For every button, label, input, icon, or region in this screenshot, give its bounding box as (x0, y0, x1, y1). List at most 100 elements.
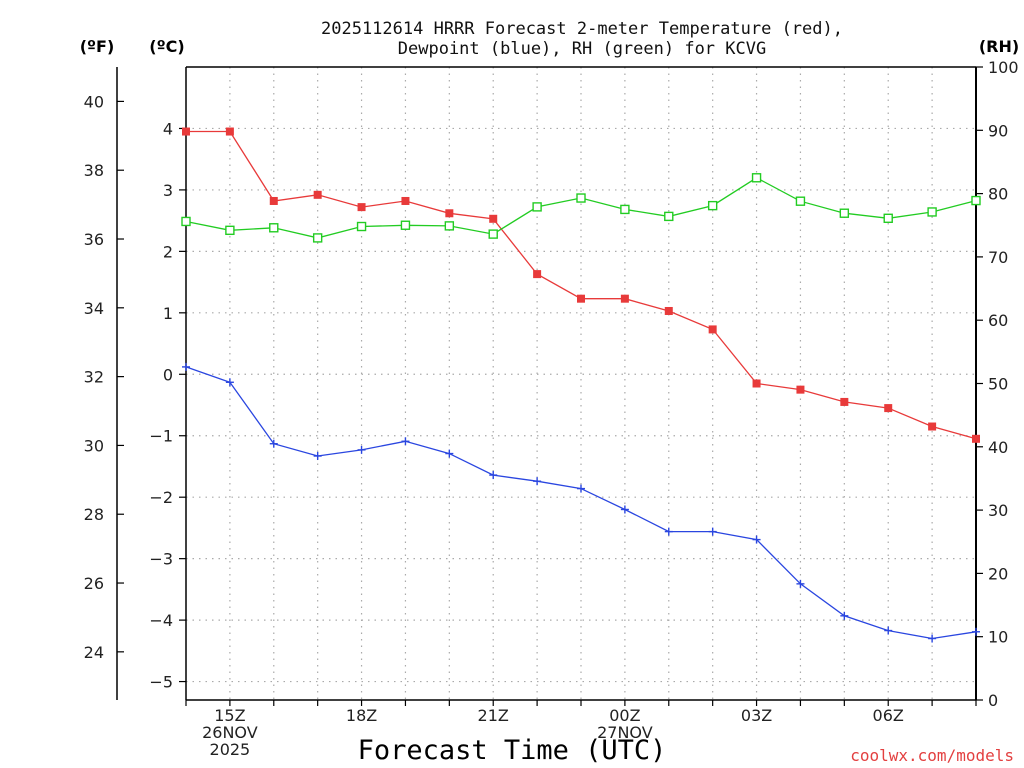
rh-tick-label: 50 (988, 375, 1008, 394)
grid-lines (186, 67, 976, 700)
data-point (445, 449, 454, 458)
fahrenheit-tick-label: 24 (84, 643, 104, 662)
time-tick-label: 26NOV (202, 723, 258, 742)
fahrenheit-tick-label: 40 (84, 92, 104, 111)
data-point (269, 223, 279, 233)
data-point (795, 196, 806, 206)
rh-tick-label: 20 (988, 564, 1008, 583)
data-point (401, 196, 410, 205)
celsius-tick-label: 3 (163, 181, 173, 200)
axes (116, 66, 977, 701)
fahrenheit-tick-label: 26 (84, 574, 104, 593)
celsius-tick-label: −4 (149, 611, 173, 630)
data-point (708, 527, 717, 536)
data-point (928, 422, 937, 431)
data-point (182, 127, 190, 136)
data-point (928, 634, 937, 643)
fahrenheit-tick-label: 36 (84, 230, 104, 249)
data-point (357, 445, 366, 454)
celsius-tick-label: −1 (149, 427, 173, 446)
data-point (181, 216, 191, 227)
time-tick-label: 27NOV (597, 723, 653, 742)
x-axis-label: Forecast Time (UTC) (358, 735, 667, 766)
time-tick-label: 00Z (609, 706, 640, 725)
series-2-meter-temperature (182, 127, 980, 443)
data-point (489, 471, 498, 480)
data-point (840, 397, 849, 406)
data-point (357, 203, 366, 212)
data-point (533, 270, 542, 279)
fahrenheit-unit-label: (ºF) (80, 37, 115, 56)
fahrenheit-axis-ticks: 24 26 28 30 32 34 36 38 40 (84, 92, 124, 662)
celsius-tick-label: −5 (149, 673, 173, 692)
rh-axis-ticks: 0 10 20 30 40 50 60 70 80 90 100 (976, 58, 1019, 710)
data-point (312, 233, 323, 243)
data-point (576, 193, 586, 203)
data-point (796, 579, 805, 588)
rh-unit-label: (RH) (979, 37, 1019, 56)
rh-tick-label: 90 (988, 121, 1008, 140)
data-point (445, 209, 454, 218)
data-point (577, 294, 585, 303)
rh-tick-label: 10 (988, 628, 1008, 647)
data-point (313, 190, 322, 199)
data-point (972, 434, 980, 443)
data-point (620, 505, 629, 514)
data-point (225, 378, 234, 387)
data-point (269, 439, 278, 448)
data-point (269, 196, 278, 205)
rh-tick-label: 80 (988, 185, 1008, 204)
celsius-tick-label: 4 (163, 119, 173, 138)
fahrenheit-tick-label: 30 (84, 436, 104, 455)
rh-tick-label: 0 (988, 691, 998, 710)
rh-tick-label: 30 (988, 501, 1008, 520)
celsius-tick-label: 2 (163, 242, 173, 261)
data-point (356, 221, 367, 232)
rh-tick-label: 40 (988, 438, 1008, 457)
data-point (752, 535, 761, 544)
source-credit: coolwx.com/models (850, 746, 1014, 765)
data-point (927, 207, 937, 217)
data-point (796, 385, 805, 394)
data-point (313, 452, 322, 461)
rh-tick-label: 70 (988, 248, 1008, 267)
fahrenheit-tick-label: 32 (84, 368, 104, 387)
data-point (620, 294, 629, 303)
series-relative-humidity (181, 173, 981, 243)
data-point (884, 404, 893, 413)
time-tick-label: 03Z (741, 706, 772, 725)
series-line (185, 177, 977, 239)
data-point (708, 325, 717, 334)
chart-title: 2025112614 HRRR Forecast 2-meter Tempera… (321, 19, 843, 59)
celsius-tick-label: 1 (163, 304, 173, 323)
data-point (401, 437, 410, 446)
data-point (840, 611, 849, 620)
time-tick-label: 15Z (214, 706, 245, 725)
data-point (664, 211, 674, 222)
fahrenheit-tick-label: 34 (84, 299, 104, 318)
rh-tick-label: 60 (988, 311, 1008, 330)
title-line-1: 2025112614 HRRR Forecast 2-meter Tempera… (321, 19, 843, 39)
data-point (664, 527, 673, 536)
data-point (400, 220, 411, 230)
data-point (225, 127, 234, 136)
data-point (971, 195, 981, 206)
data-point (707, 200, 718, 211)
data-point (883, 213, 893, 223)
time-tick-label: 06Z (873, 706, 904, 725)
data-point (182, 362, 190, 371)
data-point (620, 204, 630, 215)
time-tick-label: 18Z (346, 706, 377, 725)
celsius-tick-label: 0 (163, 365, 173, 384)
title-line-2: Dewpoint (blue), RH (green) for KCVG (398, 39, 766, 59)
data-point (532, 202, 542, 212)
time-tick-label: 21Z (478, 706, 509, 725)
celsius-tick-label: −2 (149, 488, 173, 507)
fahrenheit-tick-label: 38 (84, 161, 104, 180)
series-dewpoint (182, 362, 980, 643)
data-point (839, 208, 850, 218)
data-point (489, 214, 498, 223)
celsius-tick-label: −3 (149, 550, 173, 569)
